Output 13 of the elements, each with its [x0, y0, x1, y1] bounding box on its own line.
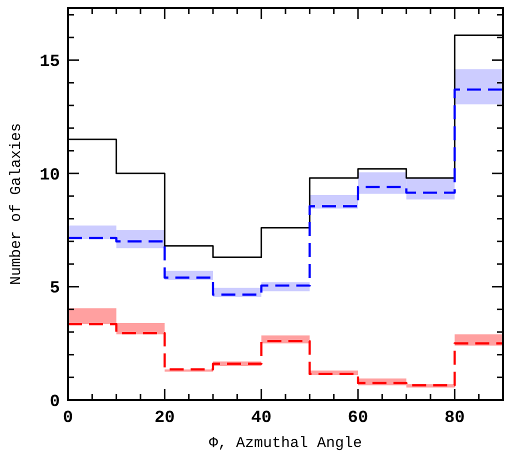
x-tick-label: 20 — [154, 409, 175, 428]
bar — [454, 69, 503, 104]
y-tick-label: 10 — [40, 166, 60, 186]
y-tick-label: 5 — [50, 280, 60, 299]
x-tick-label: 80 — [444, 409, 465, 428]
y-tick-label: 15 — [40, 53, 60, 72]
bar — [68, 308, 116, 324]
y-axis-title: Number of Galaxies — [8, 122, 25, 286]
x-axis-title: Φ, Azmuthal Angle — [208, 435, 362, 452]
x-tick-label: 60 — [348, 409, 368, 428]
y-tick-label: 0 — [50, 392, 60, 412]
x-tick-label: 40 — [251, 409, 272, 428]
x-tick-label: 0 — [62, 409, 74, 428]
